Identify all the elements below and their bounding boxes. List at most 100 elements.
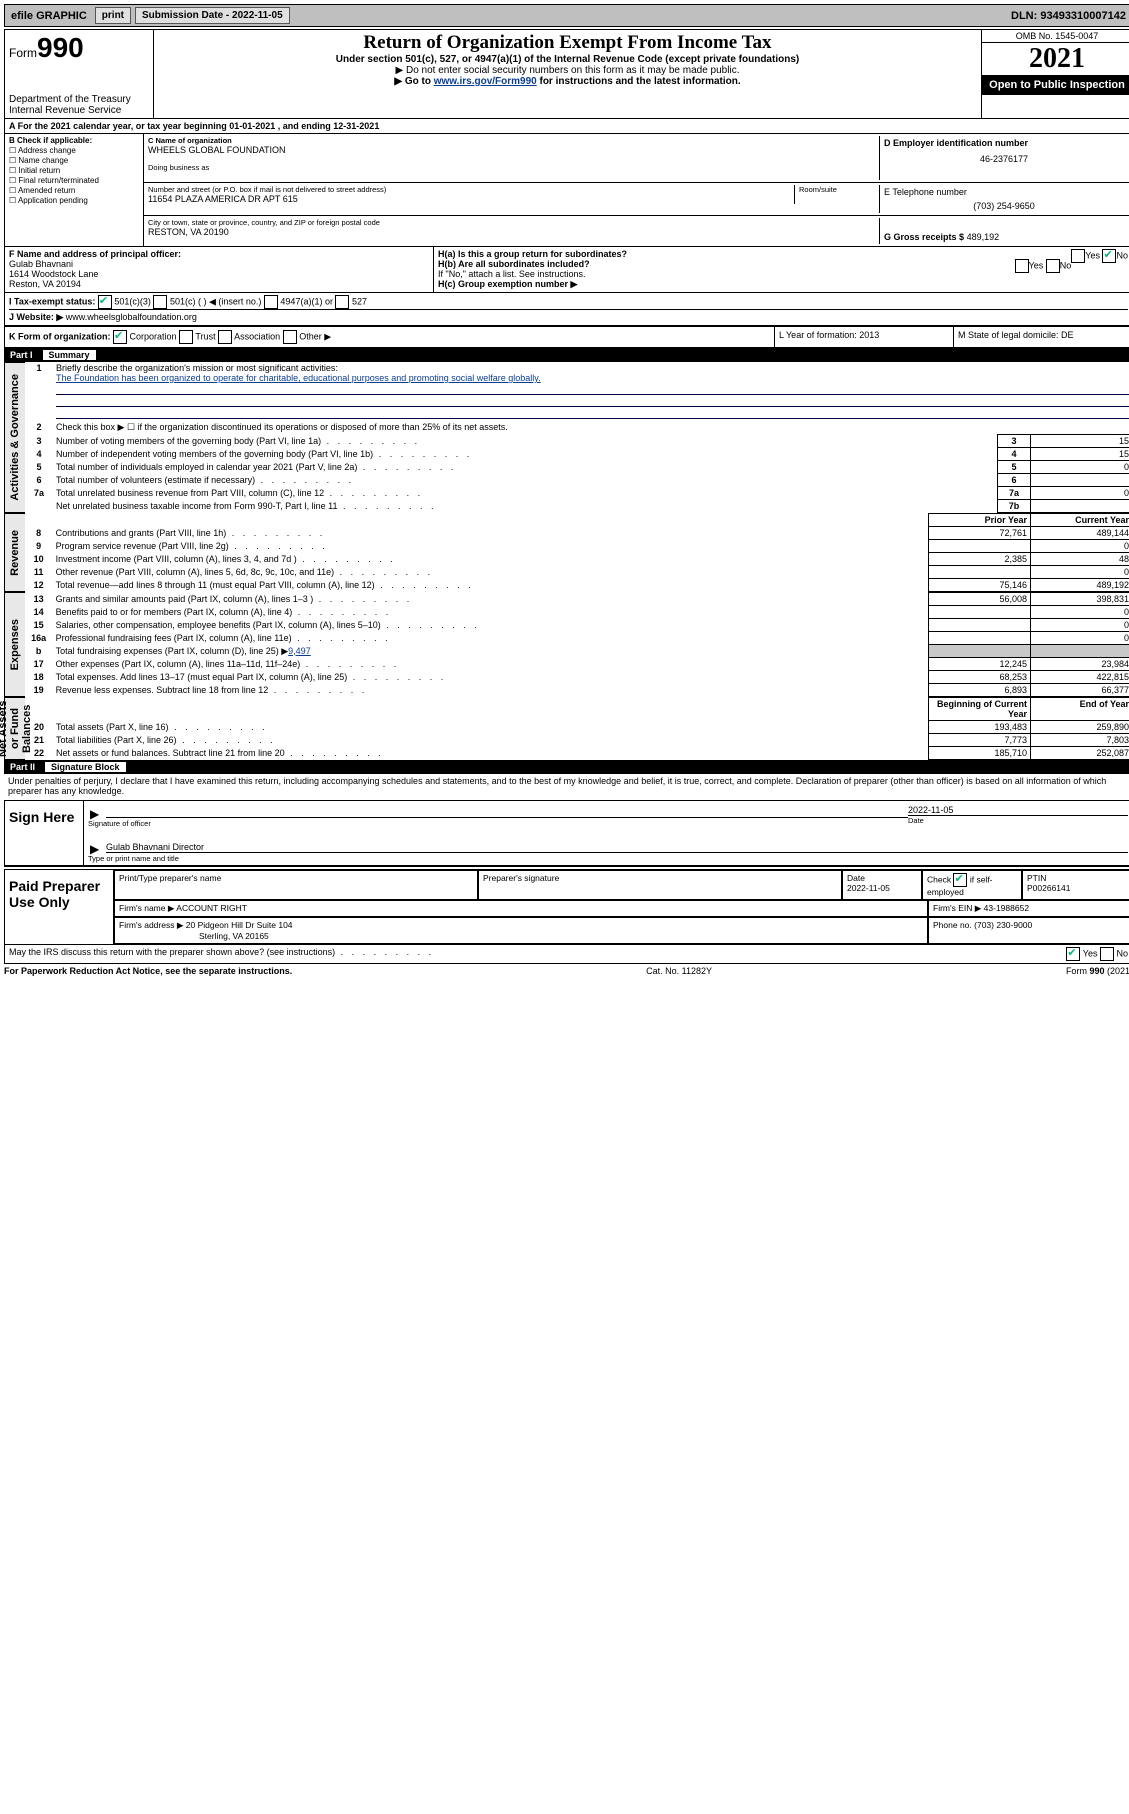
cb-application-pending[interactable]: ☐ Application pending bbox=[9, 196, 139, 205]
line-num: 18 bbox=[25, 671, 53, 684]
form-subtitle-3: ▶ Go to www.irs.gov/Form990 for instruct… bbox=[156, 76, 979, 87]
prior-value bbox=[929, 619, 1031, 632]
line-num: 15 bbox=[25, 619, 53, 632]
col-b-title: B Check if applicable: bbox=[9, 136, 139, 145]
officer-signature-line[interactable]: ▶ bbox=[106, 805, 908, 818]
prep-date: 2022-11-05 bbox=[847, 883, 917, 893]
hb-no[interactable] bbox=[1046, 259, 1060, 273]
telephone-label: E Telephone number bbox=[884, 187, 1124, 197]
cb-amended-return[interactable]: ☐ Amended return bbox=[9, 186, 139, 195]
begin-value: 193,483 bbox=[929, 721, 1031, 734]
line-num: 12 bbox=[25, 579, 53, 592]
discuss-no[interactable] bbox=[1100, 947, 1114, 961]
line-desc: Net assets or fund balances. Subtract li… bbox=[53, 747, 929, 760]
cb-name-change[interactable]: ☐ Name change bbox=[9, 156, 139, 165]
line-value: 15 bbox=[1031, 448, 1129, 461]
officer-addr1: 1614 Woodstock Lane bbox=[9, 269, 429, 279]
page-footer: For Paperwork Reduction Act Notice, see … bbox=[4, 966, 1129, 976]
line-desc: Number of voting members of the governin… bbox=[53, 435, 998, 448]
line-value bbox=[1031, 500, 1129, 513]
line-num: 8 bbox=[25, 527, 53, 540]
section-revenue: Revenue Prior Year Current Year 8 Contri… bbox=[4, 513, 1129, 592]
header-mid: Return of Organization Exempt From Incom… bbox=[154, 30, 981, 118]
row-ij: I Tax-exempt status: 501(c)(3) 501(c) ( … bbox=[4, 293, 1129, 327]
col-h: H(a) Is this a group return for subordin… bbox=[434, 247, 1129, 292]
line-num: 17 bbox=[25, 658, 53, 671]
prior-year-header: Prior Year bbox=[929, 514, 1031, 527]
ein-value: 46-2376177 bbox=[884, 154, 1124, 164]
current-value: 0 bbox=[1031, 619, 1129, 632]
cb-assoc[interactable] bbox=[218, 330, 232, 344]
cb-address-change[interactable]: ☐ Address change bbox=[9, 146, 139, 155]
type-name-label: Type or print name and title bbox=[88, 854, 1128, 863]
line-num: 4 bbox=[25, 448, 53, 461]
cb-final-return[interactable]: ☐ Final return/terminated bbox=[9, 176, 139, 185]
prior-value: 68,253 bbox=[929, 671, 1031, 684]
discuss-label: May the IRS discuss this return with the… bbox=[9, 947, 1066, 961]
firm-ein: 43-1988652 bbox=[984, 903, 1029, 913]
gray-cell bbox=[1031, 645, 1129, 658]
dba-label: Doing business as bbox=[148, 163, 879, 172]
tax-year: 2021 bbox=[982, 43, 1129, 75]
cb-self-employed[interactable] bbox=[953, 873, 967, 887]
cb-other[interactable] bbox=[283, 330, 297, 344]
efile-label: efile GRAPHIC bbox=[5, 8, 93, 24]
sig-date: 2022-11-05 bbox=[908, 803, 1128, 815]
side-expenses-label: Expenses bbox=[9, 619, 21, 670]
cb-initial-return[interactable]: ☐ Initial return bbox=[9, 166, 139, 175]
line-num: 16a bbox=[25, 632, 53, 645]
row-fh: F Name and address of principal officer:… bbox=[4, 247, 1129, 293]
line-desc: Total liabilities (Part X, line 26) bbox=[53, 734, 929, 747]
line-desc: Total unrelated business revenue from Pa… bbox=[53, 487, 998, 500]
line-desc: Total expenses. Add lines 13–17 (must eq… bbox=[53, 671, 929, 684]
line-desc: Professional fundraising fees (Part IX, … bbox=[53, 632, 929, 645]
line-box: 7b bbox=[998, 500, 1031, 513]
prior-value: 75,146 bbox=[929, 579, 1031, 592]
line-num: 6 bbox=[25, 474, 53, 487]
sig-date-label: Date bbox=[908, 815, 1128, 825]
prior-value bbox=[929, 606, 1031, 619]
cb-corp[interactable] bbox=[113, 330, 127, 344]
begin-value: 7,773 bbox=[929, 734, 1031, 747]
form-number: 990 bbox=[37, 32, 84, 63]
irs-link[interactable]: www.irs.gov/Form990 bbox=[434, 76, 537, 87]
ha-no[interactable] bbox=[1102, 249, 1116, 263]
line-box: 3 bbox=[998, 435, 1031, 448]
current-value: 23,984 bbox=[1031, 658, 1129, 671]
discuss-yes[interactable] bbox=[1066, 947, 1080, 961]
section-expenses: Expenses 13 Grants and similar amounts p… bbox=[4, 592, 1129, 697]
cb-trust[interactable] bbox=[179, 330, 193, 344]
gross-label: G Gross receipts $ bbox=[884, 232, 964, 242]
prior-value: 12,245 bbox=[929, 658, 1031, 671]
omb-number: OMB No. 1545-0047 bbox=[982, 30, 1129, 43]
prior-value: 6,893 bbox=[929, 684, 1031, 697]
form-title: Return of Organization Exempt From Incom… bbox=[156, 32, 979, 54]
cb-501c[interactable] bbox=[153, 295, 167, 309]
line-num: 14 bbox=[25, 606, 53, 619]
firm-name: ACCOUNT RIGHT bbox=[176, 903, 247, 913]
line-desc: Net unrelated business taxable income fr… bbox=[53, 500, 998, 513]
sign-here-block: Sign Here ▶ Signature of officer 2022-11… bbox=[4, 800, 1129, 867]
city-value: RESTON, VA 20190 bbox=[148, 227, 879, 237]
paid-preparer-block: Paid Preparer Use Only Print/Type prepar… bbox=[4, 869, 1129, 945]
line-desc: Salaries, other compensation, employee b… bbox=[53, 619, 929, 632]
firm-name-label: Firm's name ▶ bbox=[119, 903, 174, 913]
ptin-label: PTIN bbox=[1027, 873, 1127, 883]
cb-527[interactable] bbox=[335, 295, 349, 309]
pra-notice: For Paperwork Reduction Act Notice, see … bbox=[4, 966, 292, 976]
hb-yes[interactable] bbox=[1015, 259, 1029, 273]
ha-yes[interactable] bbox=[1071, 249, 1085, 263]
current-value: 0 bbox=[1031, 632, 1129, 645]
line-desc: Total number of volunteers (estimate if … bbox=[53, 474, 998, 487]
check-label: Check bbox=[927, 874, 951, 884]
firm-addr2: Sterling, VA 20165 bbox=[199, 931, 269, 941]
hc-label: H(c) Group exemption number ▶ bbox=[438, 279, 1128, 290]
cb-4947[interactable] bbox=[264, 295, 278, 309]
line-num bbox=[25, 500, 53, 513]
line-num: 19 bbox=[25, 684, 53, 697]
line-box: 4 bbox=[998, 448, 1031, 461]
cb-501c3[interactable] bbox=[98, 295, 112, 309]
line-num: 9 bbox=[25, 540, 53, 553]
print-button[interactable]: print bbox=[95, 7, 131, 24]
line-box: 6 bbox=[998, 474, 1031, 487]
